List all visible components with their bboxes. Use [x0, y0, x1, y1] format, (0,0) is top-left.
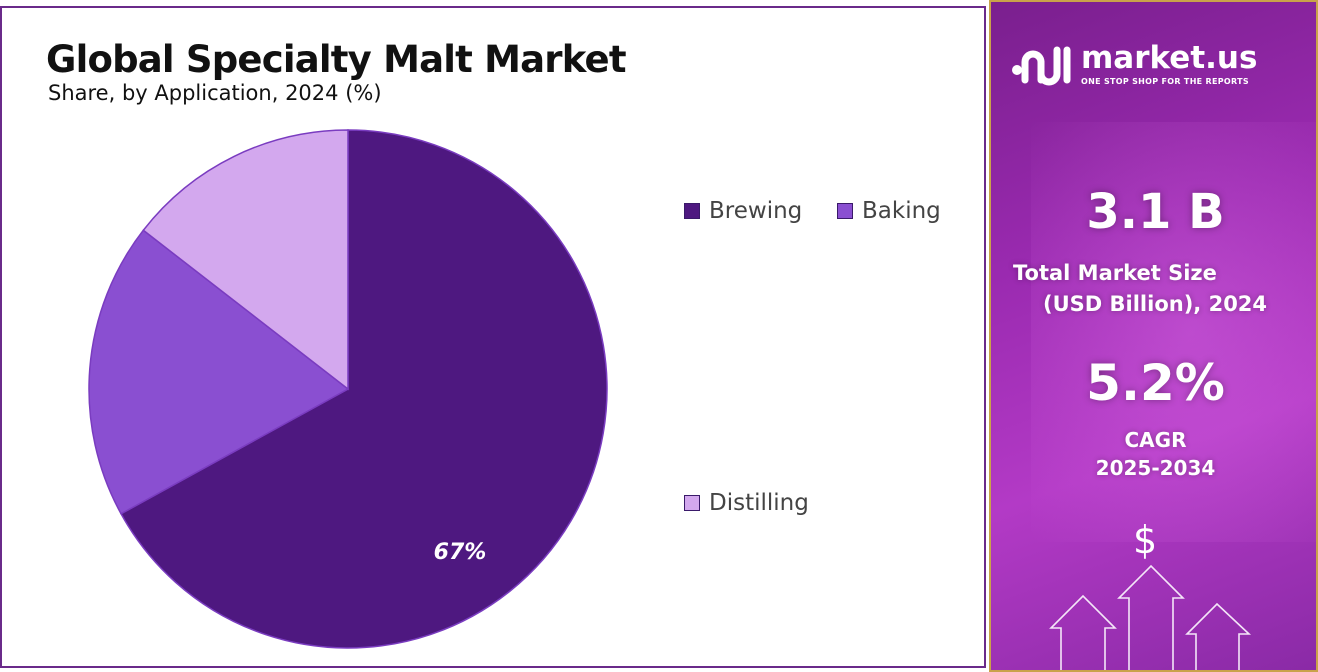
logo-name: market.us [1081, 39, 1258, 76]
cagr-label-line2: 2025-2034 [1095, 456, 1216, 480]
market-size-label-line2: (USD Billion), 2024 [1043, 292, 1268, 316]
pie-slice-brewing [120, 129, 608, 649]
brand-logo: market.us ONE STOP SHOP FOR THE REPORTS [1011, 40, 1257, 88]
arrow-up-icon [1049, 564, 1252, 670]
legend-swatch-baking [837, 203, 853, 219]
chart-title: Global Specialty Malt Market [46, 38, 627, 81]
legend-item-baking: Baking [837, 198, 941, 224]
chart-subtitle: Share, by Application, 2024 (%) [48, 81, 382, 105]
logo-tagline: ONE STOP SHOP FOR THE REPORTS [1081, 76, 1249, 86]
legend-swatch-distilling [684, 495, 700, 511]
pie-slice-baking [88, 229, 350, 515]
dollar-icon: $ [1133, 518, 1158, 562]
market-summary-panel: market.us ONE STOP SHOP FOR THE REPORTS … [989, 0, 1318, 672]
legend-item-brewing: Brewing [684, 198, 802, 224]
logo-icon [1012, 46, 1071, 86]
data-label-brewing: 67% [434, 540, 487, 565]
market-size-value: 3.1 B [1086, 184, 1225, 240]
market-size-label-line1: Total Market Size [1013, 261, 1217, 285]
background-glow [1031, 122, 1316, 542]
legend-label-baking: Baking [862, 198, 941, 224]
cagr-label-line1: CAGR [1124, 428, 1187, 452]
pie-chart: 67% [88, 129, 608, 649]
legend-swatch-brewing [684, 203, 700, 219]
legend-item-distilling: Distilling [684, 490, 809, 516]
legend-label-brewing: Brewing [709, 198, 803, 224]
cagr-value: 5.2% [1086, 354, 1225, 412]
pie-slice-distilling [142, 129, 349, 391]
chart-panel: Global Specialty Malt Market Share, by A… [0, 6, 986, 668]
legend-label-distilling: Distilling [709, 490, 809, 516]
